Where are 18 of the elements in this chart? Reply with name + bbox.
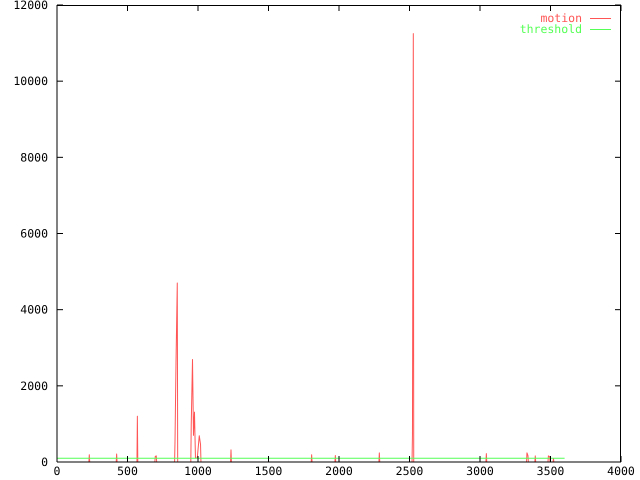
x-tick-label: 3000: [466, 464, 494, 478]
x-tick-label: 4000: [607, 464, 635, 478]
x-tick-label: 2500: [396, 464, 424, 478]
legend-label: motion: [540, 11, 582, 25]
y-tick-label: 6000: [20, 226, 48, 241]
x-tick-label: 3500: [536, 464, 564, 478]
legend-label: threshold: [520, 22, 582, 36]
x-tick-label: 2000: [325, 464, 353, 478]
y-tick-label: 10000: [13, 74, 48, 88]
x-tick-label: 1000: [184, 464, 212, 478]
y-tick-label: 8000: [20, 150, 48, 164]
y-tick-label: 12000: [13, 0, 48, 12]
y-tick-label: 4000: [20, 302, 48, 317]
x-tick-label: 1500: [254, 464, 282, 478]
x-tick-label: 500: [117, 464, 138, 478]
y-tick-label: 2000: [20, 378, 48, 393]
y-tick-label: 0: [41, 455, 48, 470]
x-tick-label: 0: [54, 464, 61, 478]
